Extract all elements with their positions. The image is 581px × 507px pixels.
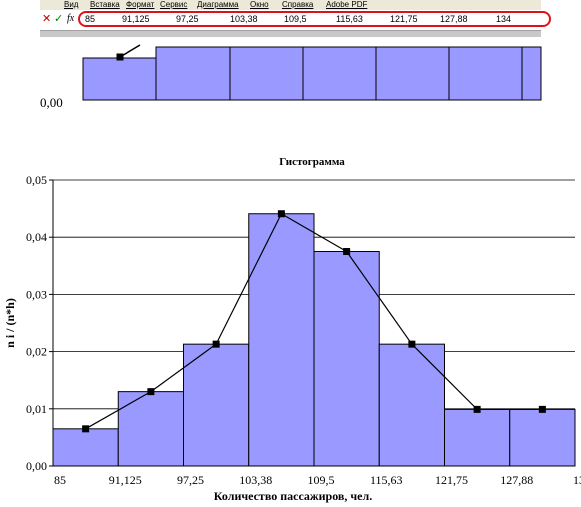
menu-item-help[interactable]: Справка [282,0,314,9]
formula-value: 127,88 [440,14,468,24]
line-segment [85,391,152,430]
y-tick-labels: 0,00 0,01 0,02 0,03 0,04 0,05 [26,173,53,473]
top-bar [521,46,542,101]
line-point [343,248,351,255]
x-tick-label: 127,88 [500,473,533,487]
menu-item-adobe-pdf[interactable]: Adobe PDF [326,0,368,9]
histogram-bar [183,343,250,467]
top-chart-bars [82,46,542,101]
y-tick-label: 0,05 [26,173,47,187]
toolbar-strip [40,31,541,37]
x-axis-label: Количество пассажиров, чел. [214,489,372,503]
x-tick-label: 97,25 [177,473,204,487]
top-bar [302,46,377,101]
formula-value: 97,25 [176,14,199,24]
top-bar [155,46,231,101]
x-icon[interactable]: ✕ [42,12,52,25]
histogram-bar [509,408,576,467]
histogram-bar [52,428,119,467]
line-segment [150,343,217,393]
y-tick-label: 0,04 [26,230,47,244]
menu-item-chart[interactable]: Диаграмма [197,0,239,9]
formula-value: 109,5 [284,14,307,24]
formula-input-highlight[interactable] [78,11,551,27]
x-tick-label: 115,63 [370,473,403,487]
axes [52,180,575,467]
top-y-tick-label: 0,00 [40,95,63,110]
checkmark-icon[interactable]: ✓ [54,12,64,25]
x-tick-label: 103,38 [239,473,272,487]
top-bar [82,57,157,101]
chart-title: Гистограмма [279,156,345,168]
menu-item-insert[interactable]: Вставка [90,0,120,9]
line-point [277,210,285,218]
menu-bar: Вид Вставка Формат Сервис Диаграмма Окно… [40,0,541,10]
top-bar [375,46,450,101]
x-tick-label: 85 [54,473,66,487]
formula-value: 103,38 [230,14,258,24]
menu-item-tools[interactable]: Сервис [160,0,188,9]
histogram-bar [117,391,184,467]
formula-bar: ✕ ✓ fx 85 91,125 97,25 103,38 109,5 115,… [40,10,551,31]
histogram-bar [378,343,445,467]
x-tick-labels: 85 91,125 97,25 103,38 109,5 115,63 121,75 127,… [54,473,581,487]
line-point [473,405,481,413]
formula-value: 91,125 [122,14,150,24]
x-tick-label: 121,75 [435,473,468,487]
formula-value: 85 [85,14,96,24]
line-segment [281,213,347,253]
formula-value: 121,75 [390,14,418,24]
line-point [147,388,155,396]
y-tick-label: 0,02 [26,345,47,359]
line-segment [411,343,478,410]
y-tick-label: 0,00 [26,459,47,473]
x-tick-label: 109,5 [308,473,335,487]
line-point [408,340,416,348]
top-bar [448,46,523,101]
formula-value: 134 [496,14,512,24]
menu-item-view[interactable]: Вид [64,0,79,9]
menu-item-format[interactable]: Формат [126,0,155,9]
line-segment [215,213,282,345]
line-point [538,405,546,413]
menu-item-window[interactable]: Окно [250,0,269,9]
fx-icon[interactable]: fx [67,13,75,24]
bars [52,213,576,467]
frequency-polygon [82,210,546,433]
line-point [212,340,220,348]
x-tick-label: 134 [573,473,581,487]
top-line-marker [116,53,124,61]
x-tick-label: 91,125 [109,473,142,487]
histogram-bar [444,408,511,467]
formula-value: 115,63 [336,14,363,24]
histogram-bar [248,213,315,467]
y-tick-label: 0,03 [26,287,47,301]
top-chart-fragment: 0,00 [40,44,542,110]
histogram-chart: Гистограмма 0,00 0,01 0,02 0,03 0,04 0,05 85 9… [3,156,581,503]
top-bar [229,46,304,101]
y-tick-label: 0,01 [26,402,47,416]
line-point [82,425,90,433]
line-segment [346,251,413,345]
y-axis-label: n i / (n*h) [3,298,17,348]
